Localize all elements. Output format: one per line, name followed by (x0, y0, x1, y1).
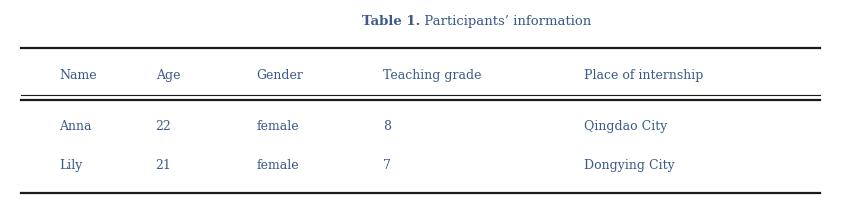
Text: 22: 22 (156, 120, 172, 133)
Text: 8: 8 (383, 120, 391, 133)
Text: female: female (257, 159, 299, 172)
Text: Gender: Gender (257, 69, 304, 82)
Text: Place of internship: Place of internship (584, 69, 704, 82)
Text: Name: Name (59, 69, 97, 82)
Text: Age: Age (156, 69, 180, 82)
Text: 7: 7 (383, 159, 390, 172)
Text: 21: 21 (156, 159, 172, 172)
Text: Dongying City: Dongying City (584, 159, 675, 172)
Text: Table 1.: Table 1. (362, 15, 420, 28)
Text: Lily: Lily (59, 159, 82, 172)
Text: female: female (257, 120, 299, 133)
Text: Teaching grade: Teaching grade (383, 69, 481, 82)
Text: Participants’ information: Participants’ information (420, 15, 592, 28)
Text: Qingdao City: Qingdao City (584, 120, 668, 133)
Text: Anna: Anna (59, 120, 92, 133)
